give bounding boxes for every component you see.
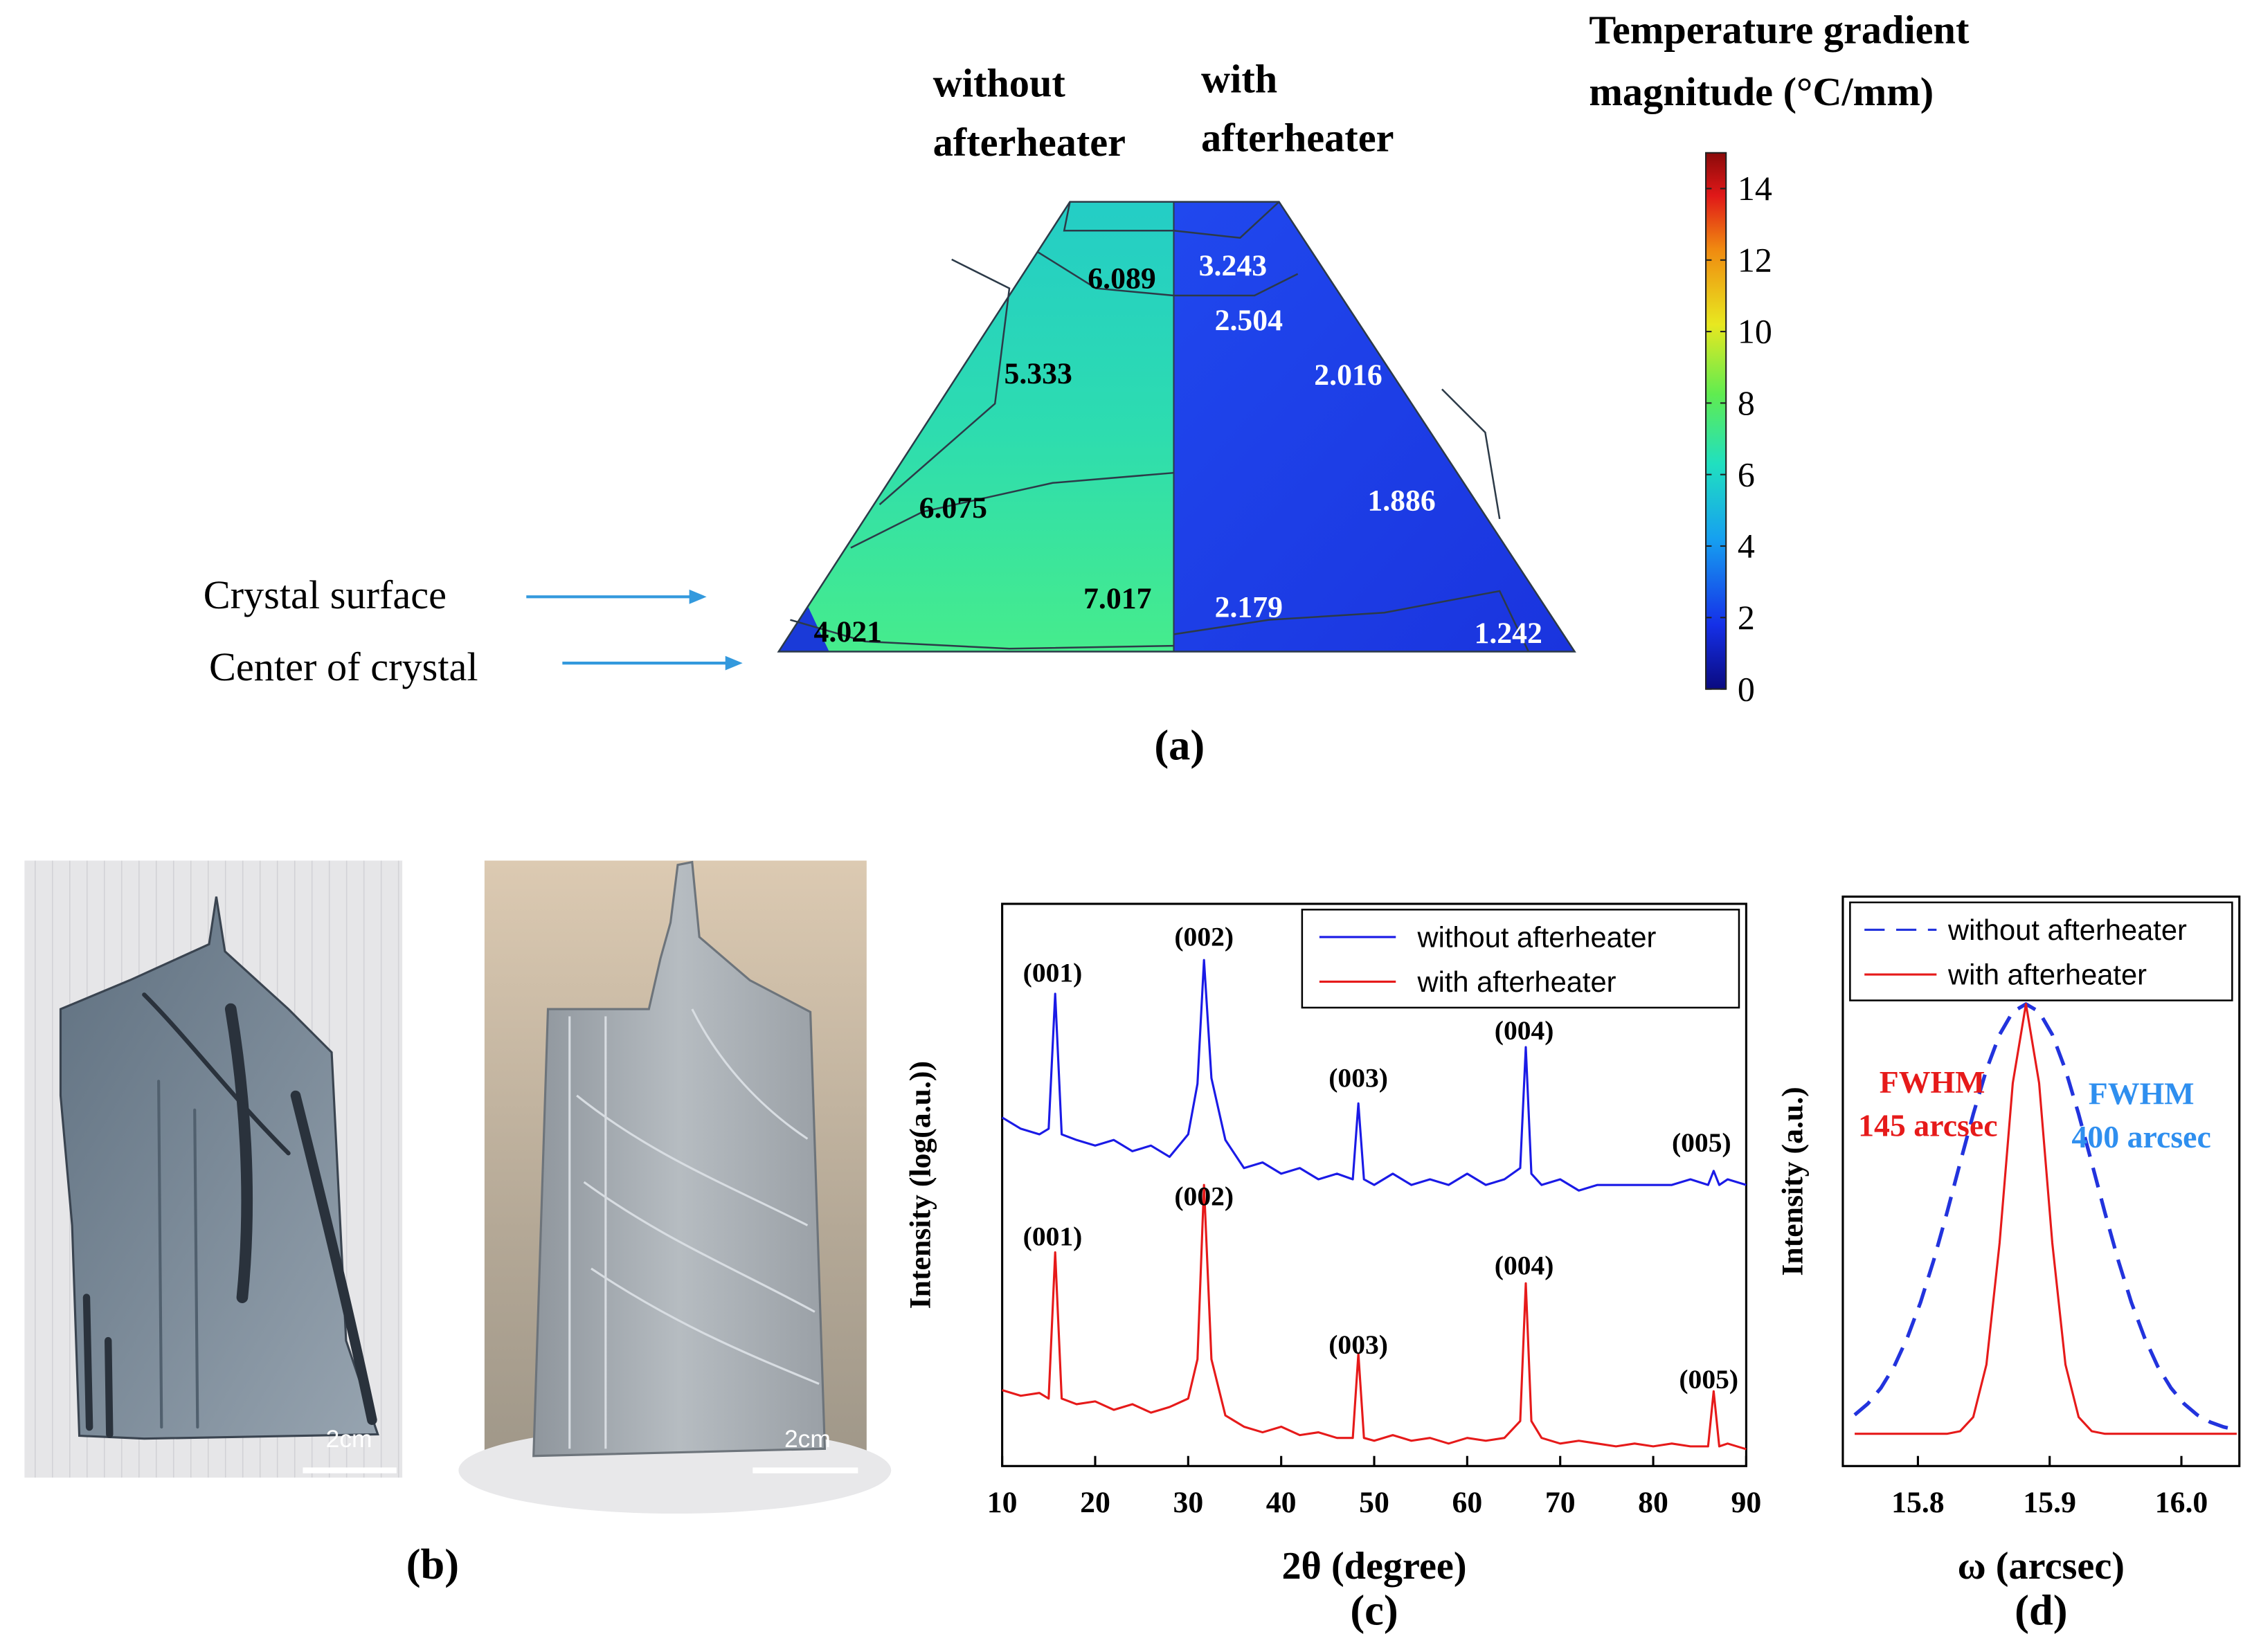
map-value: 2.179 xyxy=(1215,590,1283,624)
map-value: 4.021 xyxy=(814,615,882,648)
legend-box xyxy=(1849,901,2233,1001)
colorbar-tick-label: 10 xyxy=(1738,312,1772,351)
series-line xyxy=(1853,1002,2237,1432)
annotation: (005) xyxy=(1679,1364,1738,1395)
x-tick-label: 60 xyxy=(1452,1486,1482,1519)
pointer-label: Crystal surface xyxy=(204,572,447,617)
photo-with xyxy=(458,860,892,1514)
annotation: 145 arcsec xyxy=(1858,1107,1997,1143)
map-value: 1.886 xyxy=(1367,484,1435,517)
annotation: (003) xyxy=(1328,1063,1388,1093)
panel-caption: (d) xyxy=(2015,1586,2067,1634)
map-value: 7.017 xyxy=(1083,582,1151,615)
map-value: 2.016 xyxy=(1314,358,1382,392)
colorbar-tick-label: 8 xyxy=(1738,383,1755,422)
x-tick-label: 90 xyxy=(1731,1486,1762,1519)
x-tick-label: 20 xyxy=(1080,1486,1110,1519)
x-tick-label: 40 xyxy=(1266,1486,1297,1519)
y-axis-label: Intensity (a.u.) xyxy=(1776,1087,1810,1276)
series-line xyxy=(1855,1003,2237,1435)
legend-label: without afterheater xyxy=(1947,914,2187,946)
column-label: afterheater xyxy=(1201,116,1394,161)
colorbar-tick-label: 2 xyxy=(1738,598,1755,637)
x-tick-label: 70 xyxy=(1545,1486,1576,1519)
without-half xyxy=(778,201,1174,652)
x-tick-label: 80 xyxy=(1638,1486,1668,1519)
annotation: (001) xyxy=(1023,1222,1083,1252)
legend-label: without afterheater xyxy=(1416,920,1656,953)
annotation: (003) xyxy=(1328,1329,1388,1360)
annotation: (004) xyxy=(1495,1015,1554,1046)
photo-without xyxy=(24,860,403,1478)
column-label: afterheater xyxy=(933,120,1126,165)
x-tick-label: 16.0 xyxy=(2155,1486,2208,1519)
annotation: 400 arcsec xyxy=(2071,1119,2210,1154)
x-tick-label: 10 xyxy=(987,1486,1018,1519)
legend-box xyxy=(1301,909,1740,1009)
colorbar-tick-label: 12 xyxy=(1738,240,1772,279)
map-value: 1.242 xyxy=(1475,617,1542,650)
annotation: (002) xyxy=(1174,1181,1234,1211)
pointer-label: Center of crystal xyxy=(209,644,478,689)
colorbar-tick-label: 6 xyxy=(1738,455,1755,493)
colorbar-title: magnitude (°C/mm) xyxy=(1589,69,1934,114)
x-tick-label: 30 xyxy=(1173,1486,1203,1519)
annotation: (005) xyxy=(1672,1127,1731,1158)
annotation: FWHM xyxy=(2089,1075,2195,1111)
pointer-arrows xyxy=(526,589,743,671)
legend-label: with afterheater xyxy=(1947,959,2147,991)
panel-caption: (a) xyxy=(1154,721,1205,770)
annotation: (004) xyxy=(1495,1250,1554,1280)
annotation: (002) xyxy=(1174,921,1234,952)
series-line xyxy=(1002,1183,1747,1451)
scale-label: 2cm xyxy=(326,1425,372,1453)
map-value: 6.089 xyxy=(1088,262,1155,296)
annotation: FWHM xyxy=(1880,1064,1985,1100)
colorbar-title: Temperature gradient xyxy=(1589,7,1970,52)
scale-label: 2cm xyxy=(784,1425,831,1453)
map-value: 2.504 xyxy=(1215,304,1283,337)
series-line xyxy=(1001,959,1747,1192)
annotation: (001) xyxy=(1023,957,1083,988)
x-axis-label: 2θ (degree) xyxy=(1281,1545,1466,1588)
simulation-map xyxy=(777,201,1576,653)
column-label: with xyxy=(1201,56,1277,101)
map-value: 5.333 xyxy=(1004,357,1072,390)
legend-label: with afterheater xyxy=(1416,965,1616,998)
map-value: 6.075 xyxy=(919,491,987,525)
plot-frame xyxy=(1841,895,2241,1467)
column-label: without xyxy=(933,61,1066,106)
x-axis-label: ω (arcsec) xyxy=(1958,1545,2125,1588)
colorbar-tick-label: 0 xyxy=(1738,669,1755,708)
panel-caption: (b) xyxy=(406,1540,459,1588)
y-axis-label: Intensity (log(a.u.)) xyxy=(903,1061,937,1309)
contours xyxy=(777,201,1576,653)
x-tick-label: 50 xyxy=(1359,1486,1389,1519)
corner xyxy=(778,605,829,652)
panel-caption: (c) xyxy=(1350,1586,1398,1634)
colorbar-tick-label: 14 xyxy=(1738,169,1772,208)
x-tick-label: 15.9 xyxy=(2023,1486,2076,1519)
colorbar xyxy=(1705,152,1727,690)
map-value: 3.243 xyxy=(1199,249,1267,282)
x-tick-label: 15.8 xyxy=(1891,1486,1945,1519)
with-half xyxy=(1173,201,1575,652)
colorbar-tick-label: 4 xyxy=(1738,527,1755,565)
